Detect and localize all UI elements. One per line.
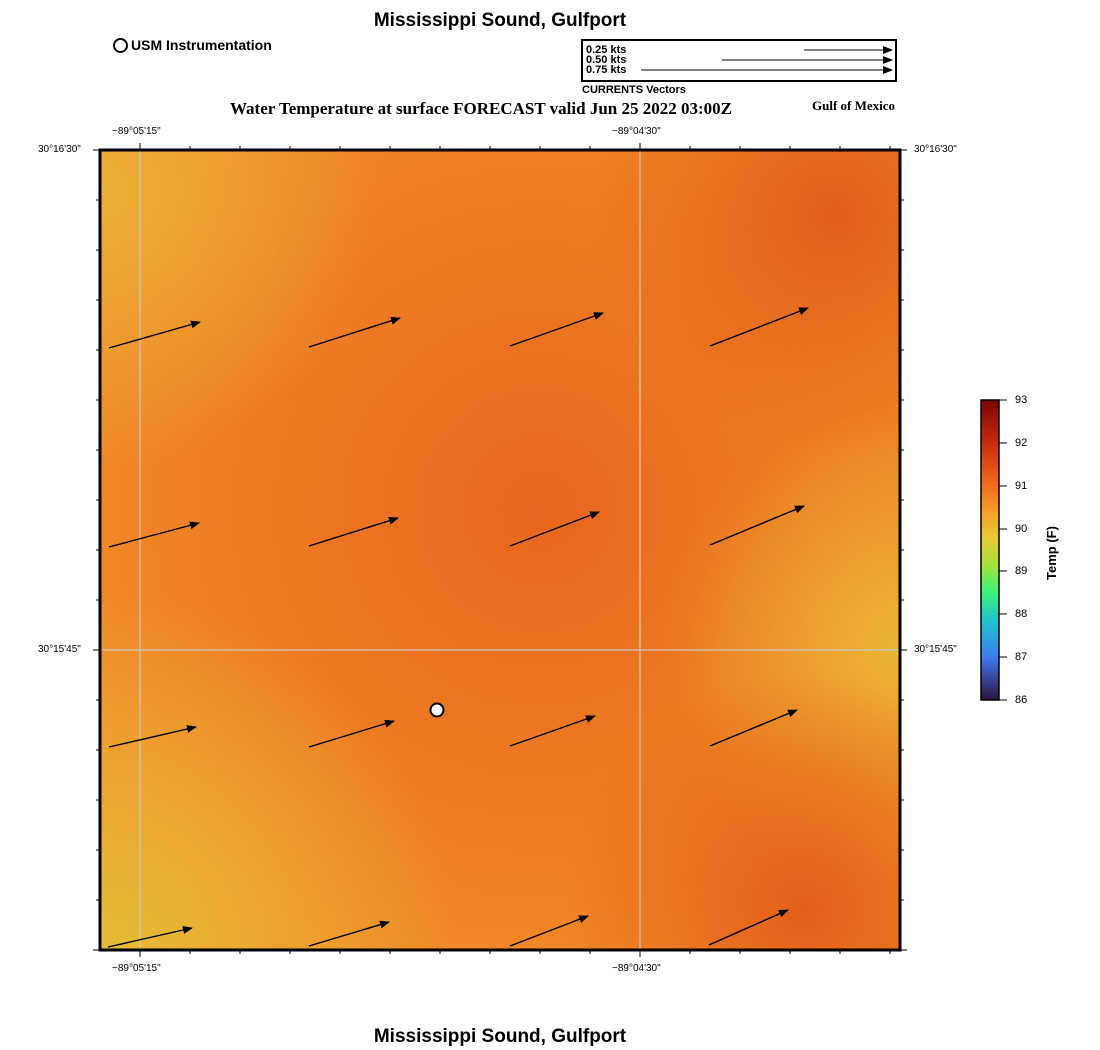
vector-key-label-2: 0.50 kts xyxy=(586,54,627,66)
vector-key-caption: CURRENTS Vectors xyxy=(582,84,686,96)
colorbar-tick-92: 92 xyxy=(1015,437,1028,449)
current-vector xyxy=(108,521,200,548)
current-vector xyxy=(509,915,589,947)
lat-tick-right-2: 30°15'45" xyxy=(914,644,957,655)
instrument-marker-icon xyxy=(113,37,128,53)
current-vector xyxy=(709,307,809,347)
frame-ticks xyxy=(93,143,907,957)
colorbar-tick-93: 93 xyxy=(1015,394,1028,406)
region-label: Gulf of Mexico xyxy=(812,98,896,113)
lon-tick-top-2: −89°04'30" xyxy=(612,126,661,137)
current-vector xyxy=(107,926,193,948)
current-vector xyxy=(308,719,395,748)
lon-tick-bottom-1: −89°05'15" xyxy=(112,963,161,974)
vector-key-label-3: 0.75 kts xyxy=(586,64,627,76)
lon-tick-bottom-2: −89°04'30" xyxy=(612,963,661,974)
colorbar-tick-86: 86 xyxy=(1015,694,1028,706)
current-vector xyxy=(509,312,604,347)
map-subtitle: Water Temperature at surface FORECAST va… xyxy=(230,99,732,118)
current-vector xyxy=(108,320,201,349)
colorbar-tick-90: 90 xyxy=(1015,523,1028,535)
current-vector xyxy=(308,316,401,348)
colorbar-title: Temp (F) xyxy=(1044,526,1059,580)
current-vector xyxy=(709,709,798,747)
colorbar-tick-88: 88 xyxy=(1015,608,1028,620)
lat-tick-right-1: 30°16'30" xyxy=(914,144,957,155)
usm-station-marker[interactable] xyxy=(429,702,445,718)
graticule xyxy=(100,150,900,950)
map-footer-title: Mississippi Sound, Gulfport xyxy=(373,1026,627,1047)
current-vector xyxy=(308,516,399,547)
colorbar-tick-87: 87 xyxy=(1015,651,1028,663)
vector-key-label-1: 0.25 kts xyxy=(586,44,627,56)
current-vector xyxy=(509,715,596,747)
map-title: Mississippi Sound, Gulfport xyxy=(373,10,627,31)
vector-key-arrows xyxy=(641,46,893,74)
lat-tick-left-1: 30°16'30" xyxy=(38,144,81,155)
current-vector xyxy=(709,505,805,546)
colorbar-tick-91: 91 xyxy=(1015,480,1028,492)
lat-tick-left-2: 30°15'45" xyxy=(38,644,81,655)
temperature-field xyxy=(100,150,900,950)
current-vector xyxy=(108,725,197,748)
instrument-legend: USM Instrumentation xyxy=(113,37,272,53)
instrument-legend-label: USM Instrumentation xyxy=(131,37,272,53)
lon-tick-top-1: −89°05'15" xyxy=(112,126,161,137)
current-vector xyxy=(708,909,789,946)
current-vectors xyxy=(107,307,809,948)
colorbar-tick-89: 89 xyxy=(1015,565,1028,577)
current-vector xyxy=(308,920,390,947)
colorbar xyxy=(980,399,1007,701)
current-vector xyxy=(509,511,600,547)
